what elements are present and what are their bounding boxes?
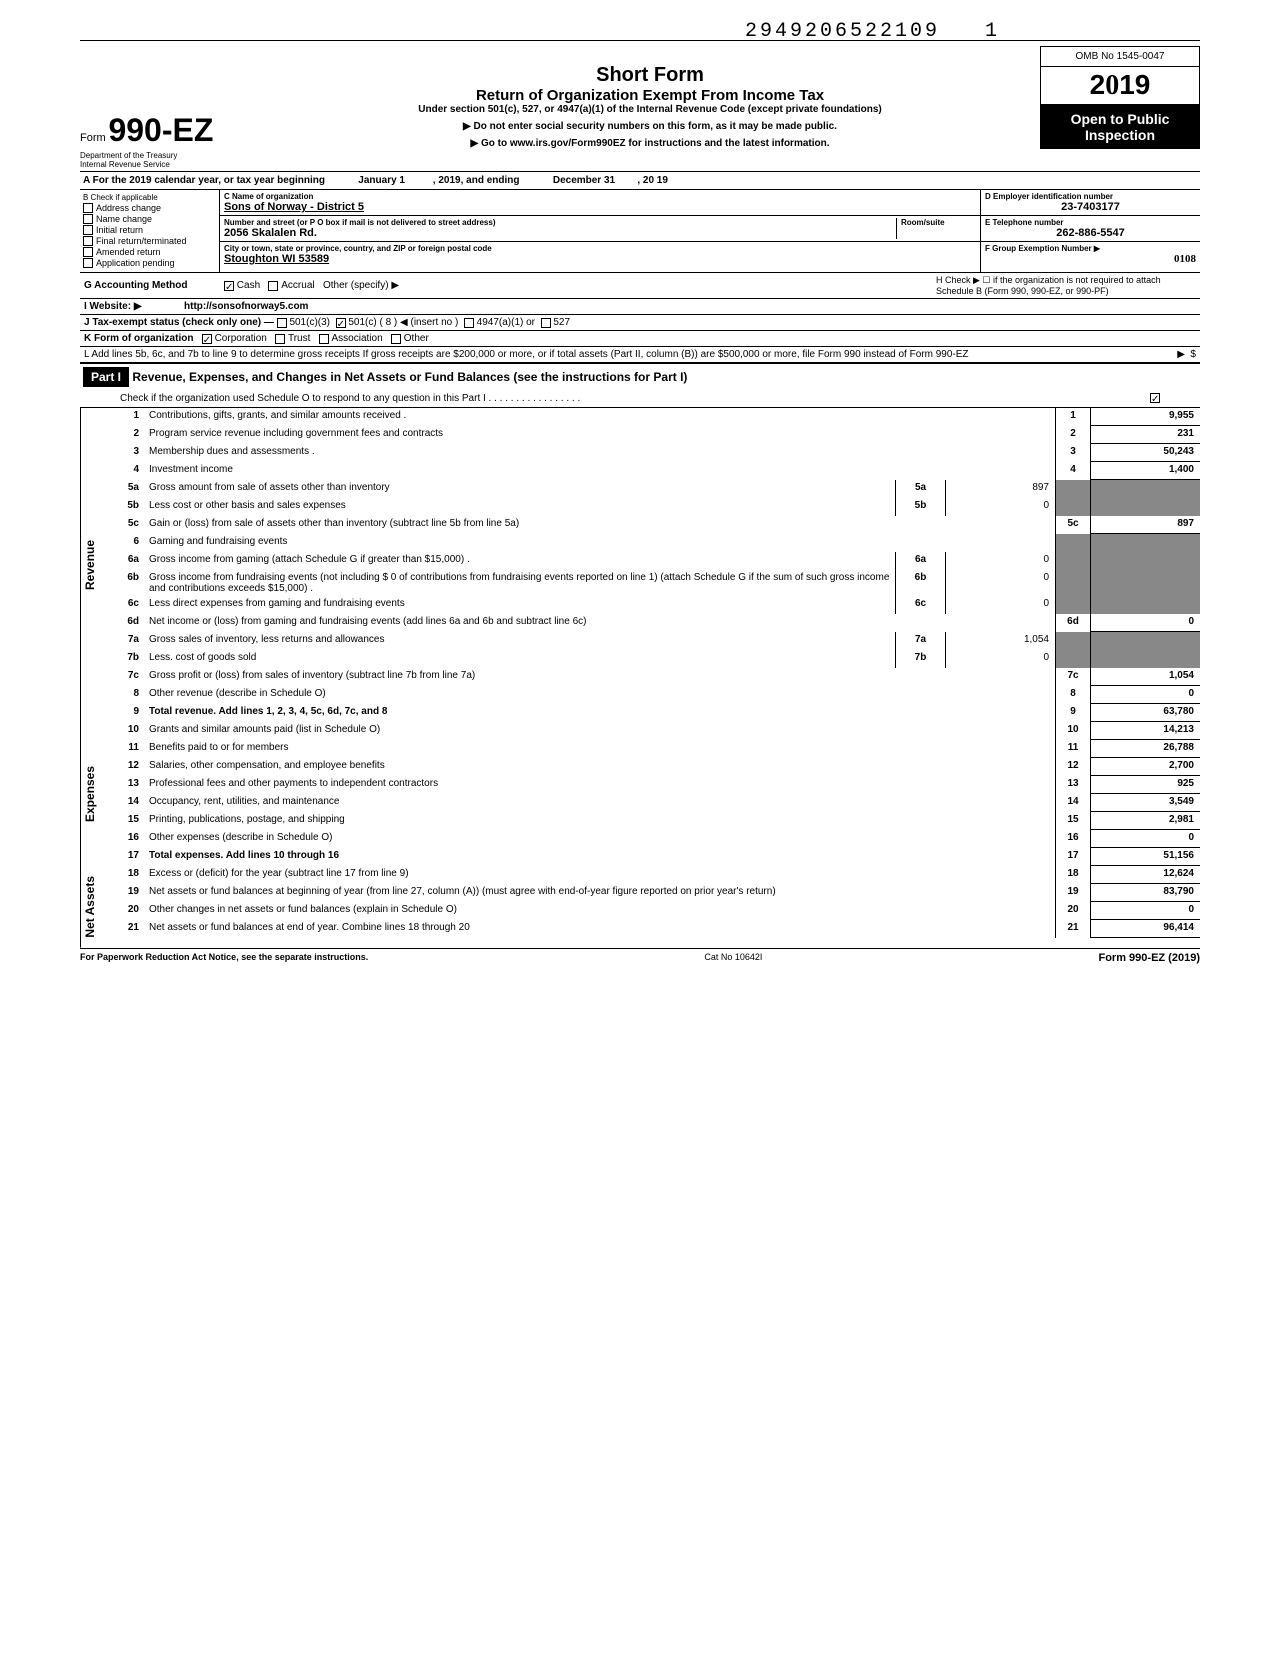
street-value: 2056 Skalalen Rd. [224,227,896,239]
line-a-tax-year: A For the 2019 calendar year, or tax yea… [80,172,1200,190]
checkbox-accrual[interactable] [268,281,278,291]
checkbox-amended[interactable] [83,247,93,257]
line-7b: 7bLess. cost of goods sold7b0 [110,650,1200,668]
goto-link: ▶ Go to www.irs.gov/Form990EZ for instru… [270,138,1030,149]
side-label-revenue: Revenue [80,408,110,722]
line-20: 20Other changes in net assets or fund ba… [110,902,1200,920]
checkbox-cash[interactable] [224,281,234,291]
side-label-expenses: Expenses [80,722,110,866]
footer-paperwork: For Paperwork Reduction Act Notice, see … [80,952,368,964]
checkbox-assoc[interactable] [319,334,329,344]
col-b-checkboxes: B Check if applicable Address change Nam… [80,190,220,272]
line-15: 15Printing, publications, postage, and s… [110,812,1200,830]
line-19: 19Net assets or fund balances at beginni… [110,884,1200,902]
city-label: City or town, state or province, country… [224,244,976,253]
checkbox-schedule-o[interactable] [1150,393,1160,403]
street-label: Number and street (or P O box if mail is… [224,218,896,227]
line-10: 10Grants and similar amounts paid (list … [110,722,1200,740]
group-exempt-label: F Group Exemption Number ▶ [985,244,1196,253]
line-5a: 5aGross amount from sale of assets other… [110,480,1200,498]
irs-label: Internal Revenue Service [80,160,260,169]
checkbox-app-pending[interactable] [83,258,93,268]
form-number: 990-EZ [108,112,213,148]
line-11: 11Benefits paid to or for members1126,78… [110,740,1200,758]
line-5c: 5cGain or (loss) from sale of assets oth… [110,516,1200,534]
line-17: 17Total expenses. Add lines 10 through 1… [110,848,1200,866]
group-exempt-value: 0108 [985,253,1196,265]
line-16: 16Other expenses (describe in Schedule O… [110,830,1200,848]
line-6c: 6cLess direct expenses from gaming and f… [110,596,1200,614]
line-2: 2Program service revenue including gover… [110,426,1200,444]
line-9: 9Total revenue. Add lines 1, 2, 3, 4, 5c… [110,704,1200,722]
line-6a: 6aGross income from gaming (attach Sched… [110,552,1200,570]
checkbox-501c[interactable] [336,318,346,328]
line-3: 3Membership dues and assessments .350,24… [110,444,1200,462]
city-value: Stoughton WI 53589 [224,253,976,265]
line-i-label: I Website: ▶ [84,301,142,312]
part1-check-instruction: Check if the organization used Schedule … [80,390,1200,407]
side-label-netassets: Net Assets [80,866,110,948]
line-7a: 7aGross sales of inventory, less returns… [110,632,1200,650]
line-k-label: K Form of organization [84,333,193,344]
line-4: 4Investment income41,400 [110,462,1200,480]
document-id: 2949206522109 1 [745,20,1000,43]
phone-label: E Telephone number [985,218,1196,227]
ssn-warning: ▶ Do not enter social security numbers o… [270,121,1030,132]
form-prefix: Form [80,132,106,144]
ein-label: D Employer identification number [985,192,1196,201]
website-value: http://sonsofnorway5.com [184,301,308,312]
checkbox-trust[interactable] [275,334,285,344]
line-1: 1Contributions, gifts, grants, and simil… [110,408,1200,426]
line-l: L Add lines 5b, 6c, and 7b to line 9 to … [84,349,1166,360]
org-name-label: C Name of organization [224,192,976,201]
line-7c: 7cGross profit or (loss) from sales of i… [110,668,1200,686]
part1-label: Part I [83,367,129,387]
ein-value: 23-7403177 [985,201,1196,213]
line-8: 8Other revenue (describe in Schedule O)8… [110,686,1200,704]
line-g-label: G Accounting Method [84,280,188,291]
checkbox-other-org[interactable] [391,334,401,344]
checkbox-name-change[interactable] [83,214,93,224]
footer-form: Form 990-EZ (2019) [1098,952,1200,964]
part1-title: Revenue, Expenses, and Changes in Net As… [132,370,687,384]
checkbox-501c3[interactable] [277,318,287,328]
title-return: Return of Organization Exempt From Incom… [270,87,1030,104]
org-name-value: Sons of Norway - District 5 [224,201,976,213]
checkbox-corp[interactable] [202,334,212,344]
omb-number: OMB No 1545-0047 [1040,46,1200,66]
title-under-section: Under section 501(c), 527, or 4947(a)(1)… [270,104,1030,115]
line-14: 14Occupancy, rent, utilities, and mainte… [110,794,1200,812]
tax-year: 2019 [1040,66,1200,105]
title-short-form: Short Form [270,64,1030,87]
checkbox-final-return[interactable] [83,236,93,246]
line-13: 13Professional fees and other payments t… [110,776,1200,794]
footer-cat: Cat No 10642I [704,952,762,964]
line-21: 21Net assets or fund balances at end of … [110,920,1200,938]
open-inspection: Open to Public Inspection [1040,105,1200,149]
checkbox-527[interactable] [541,318,551,328]
line-j-label: J Tax-exempt status (check only one) — [84,317,274,328]
line-18: 18Excess or (deficit) for the year (subt… [110,866,1200,884]
line-6: 6Gaming and fundraising events [110,534,1200,552]
line-12: 12Salaries, other compensation, and empl… [110,758,1200,776]
checkbox-initial-return[interactable] [83,225,93,235]
room-label: Room/suite [901,218,976,227]
form-header: Form 990-EZ Short Form Return of Organiz… [80,40,1200,149]
dept-treasury: Department of the Treasury [80,151,260,160]
line-6d: 6dNet income or (loss) from gaming and f… [110,614,1200,632]
line-h: H Check ▶ ☐ if the organization is not r… [936,275,1196,296]
checkbox-address-change[interactable] [83,203,93,213]
checkbox-4947[interactable] [464,318,474,328]
line-6b: 6bGross income from fundraising events (… [110,570,1200,596]
line-5b: 5bLess cost or other basis and sales exp… [110,498,1200,516]
phone-value: 262-886-5547 [985,227,1196,239]
